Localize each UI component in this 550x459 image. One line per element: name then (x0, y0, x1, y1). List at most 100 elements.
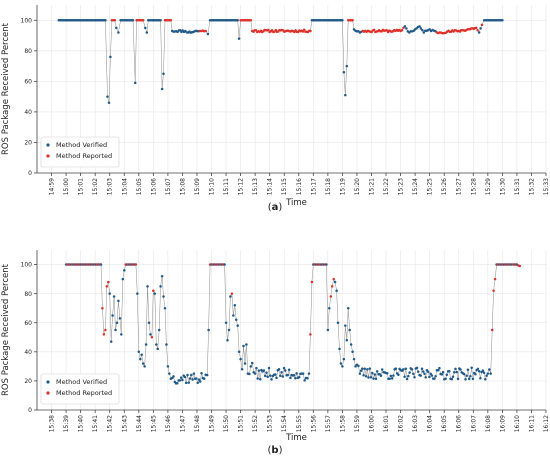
data-point-method-reported (330, 285, 334, 288)
x-tick-label: 15:29 (485, 178, 492, 195)
data-point-method-verified (421, 370, 425, 373)
data-point-method-verified (255, 366, 258, 370)
x-tick-label: 16:01 (383, 415, 390, 432)
data-point-method-verified (243, 362, 247, 365)
x-tick-label: 15:23 (398, 178, 405, 195)
data-point-method-verified (407, 374, 410, 378)
data-point-method-verified (250, 361, 254, 365)
data-point-method-reported (309, 29, 312, 33)
data-point-method-verified (428, 375, 431, 379)
data-point-method-verified (346, 306, 350, 310)
data-point-method-verified (434, 374, 437, 378)
data-point-method-verified (165, 343, 168, 346)
data-point-method-verified (476, 367, 480, 371)
data-point-method-verified (253, 372, 257, 375)
data-point-method-reported (385, 28, 388, 32)
x-tick-label: 15:21 (368, 178, 375, 195)
x-tick-label: 15:09 (194, 178, 201, 195)
data-point-method-verified (430, 374, 434, 377)
x-tick-label: 15:39 (63, 415, 70, 432)
data-point-method-verified (436, 369, 440, 372)
data-point-method-reported (107, 280, 110, 284)
data-point-method-verified (266, 375, 269, 379)
legend: Method Verified Method Reported (40, 136, 120, 168)
data-point-method-verified (190, 373, 193, 377)
data-point-method-verified (292, 374, 296, 377)
x-tick-label: 16:06 (456, 415, 463, 432)
data-point-method-verified (303, 379, 306, 382)
chart-panel-b: 0 20 40 60 80 100 15:38 15:39 15:40 15:41 15:42 15:… (1, 250, 550, 456)
data-point-method-verified (267, 366, 271, 370)
x-tick-label: 15:52 (252, 415, 259, 432)
data-point-method-verified (477, 31, 481, 34)
x-tick-label: 16:12 (543, 415, 550, 432)
data-point-method-verified (279, 374, 282, 378)
x-tick-label: 16:09 (499, 415, 506, 432)
data-point-method-reported (351, 19, 354, 22)
y-axis-title: ROS Package Received Percent (1, 263, 11, 396)
data-point-method-verified (137, 350, 141, 354)
data-point-method-verified (166, 365, 170, 368)
data-point-method-verified (379, 374, 383, 377)
y-tick-label: 60 (24, 79, 32, 86)
y-tick-label: 20 (24, 378, 32, 385)
data-point-method-reported (102, 333, 106, 336)
data-point-method-verified (114, 328, 117, 332)
x-tick-label: 15:03 (107, 178, 114, 195)
data-point-method-verified (242, 344, 245, 348)
data-point-method-verified (294, 377, 297, 380)
data-point-method-verified (385, 372, 389, 375)
y-tick-label: 100 (21, 17, 33, 24)
data-point-method-verified (420, 367, 424, 370)
data-point-method-verified (236, 324, 239, 327)
data-point-method-verified (143, 365, 146, 368)
y-tick-label: 40 (24, 349, 32, 356)
data-point-method-verified (115, 321, 119, 324)
x-tick-label: 16:07 (470, 415, 477, 432)
x-tick-label: 16:03 (412, 415, 419, 432)
data-point-method-verified (465, 374, 468, 378)
data-point-method-verified (188, 377, 192, 380)
x-tick-label: 15:08 (179, 178, 186, 195)
data-point-method-verified (306, 377, 309, 380)
data-point-method-verified (295, 372, 298, 375)
x-tick-label: 15:05 (136, 178, 143, 195)
data-point-method-verified (479, 376, 482, 380)
x-tick-label: 15:51 (238, 415, 245, 432)
x-tick-label: 15:48 (194, 415, 201, 432)
data-point-method-verified (233, 304, 237, 307)
x-tick-label: 15:12 (238, 178, 245, 195)
y-axis-title: ROS Package Received Percent (1, 22, 11, 155)
x-tick-label: 15:01 (78, 178, 85, 195)
data-point-method-verified (256, 377, 259, 380)
data-point-method-verified (474, 372, 477, 376)
data-point-method-reported (169, 19, 173, 22)
panel-caption: (a) (268, 202, 283, 213)
x-tick-label: 15:44 (136, 415, 143, 432)
x-tick-label: 14:59 (49, 178, 56, 195)
data-point-method-verified (159, 19, 162, 22)
data-point-method-verified (172, 375, 175, 378)
data-point-method-verified (371, 371, 374, 375)
data-point-method-verified (286, 373, 290, 377)
data-point-method-verified (368, 367, 372, 370)
data-point-method-reported (480, 23, 484, 27)
data-point-method-verified (282, 366, 286, 370)
data-point-method-verified (202, 377, 206, 380)
x-tick-label: 15:42 (107, 415, 114, 432)
data-point-method-verified (339, 362, 343, 365)
data-point-method-verified (118, 317, 122, 320)
data-point-method-reported (493, 277, 497, 281)
x-tick-label: 16:08 (485, 415, 492, 432)
data-point-method-verified (234, 318, 238, 322)
x-tick-label: 15:15 (281, 178, 288, 195)
data-point-method-verified (163, 306, 167, 310)
x-tick-label: 15:17 (310, 178, 317, 195)
y-tick-label: 100 (21, 262, 33, 269)
data-point-method-verified (462, 372, 466, 376)
data-point-method-verified (139, 357, 142, 361)
data-point-method-reported (204, 29, 207, 33)
data-point-method-verified (131, 19, 135, 22)
data-point-method-verified (418, 25, 421, 28)
data-point-method-verified (419, 374, 422, 377)
